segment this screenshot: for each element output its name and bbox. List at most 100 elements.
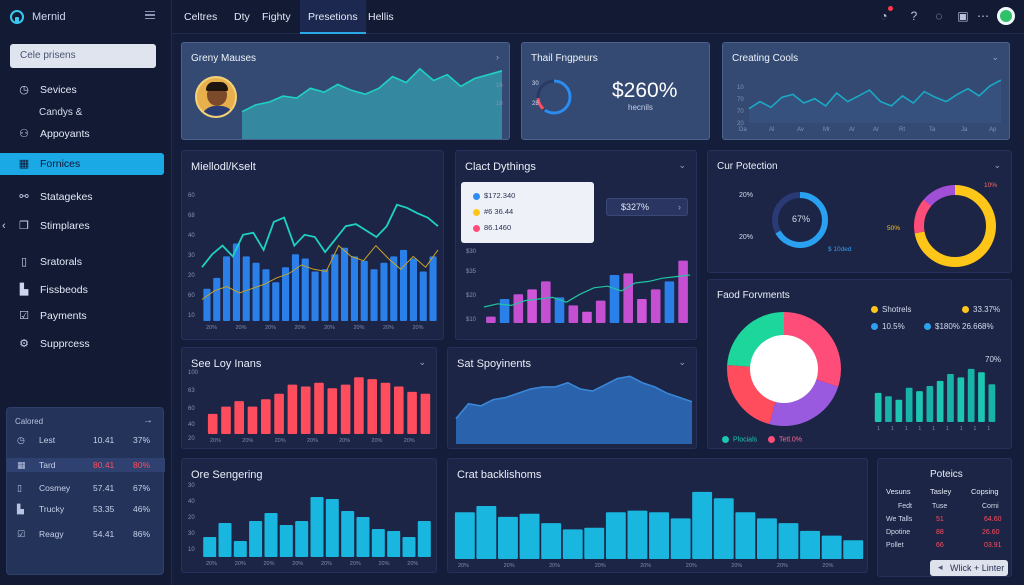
layers-icon: ❐: [19, 220, 29, 232]
panel-title: Sat Spoyinents: [457, 358, 531, 370]
sidebar-item-stimplares[interactable]: ❐ Stimplares: [0, 215, 172, 237]
axis-label: 30: [188, 253, 195, 259]
tick-label: 20%: [383, 325, 394, 331]
bar: [301, 258, 309, 321]
axis-label: 70%: [985, 355, 1002, 364]
sidebar-item-supprcess[interactable]: ⚙ Supprcess: [0, 333, 172, 355]
table-row[interactable]: Dpotine 88 26.60: [878, 529, 1013, 541]
sidebar-item-sevices[interactable]: ◷ Sevices: [0, 79, 172, 101]
sidebar-table-header: Calored: [15, 417, 44, 426]
row-percent: 67%: [133, 483, 151, 493]
bar: [360, 260, 368, 321]
table-row[interactable]: ◷ Lest 10.41 37%: [7, 433, 165, 447]
chevron-down-icon[interactable]: ⌄: [678, 160, 686, 170]
table-row[interactable]: ▦ Tard 80.41 80%: [7, 458, 165, 472]
axis-label: 20: [188, 515, 195, 521]
chevron-left-icon[interactable]: ‹: [2, 220, 6, 232]
area-fill: [242, 68, 502, 139]
user-avatar[interactable]: [997, 7, 1015, 25]
bar-chart-ore: 20% 20% 20% 20% 20% 20% 20% 20%: [203, 497, 431, 567]
panel-title: Poteics: [930, 469, 963, 480]
bar: [367, 379, 377, 434]
sidebar-item-sratorals[interactable]: ▯ Sratorals: [0, 251, 172, 273]
menu-icon[interactable]: [145, 11, 155, 19]
bar: [895, 399, 903, 422]
tick-label: 1: [987, 426, 990, 432]
chevron-down-icon[interactable]: ⌄: [418, 357, 426, 367]
chevron-right-icon[interactable]: ›: [496, 52, 499, 62]
cell: 03.91: [984, 542, 1002, 549]
donut-slice: [772, 192, 828, 248]
tick-label: 20%: [458, 563, 469, 569]
chevron-down-icon[interactable]: ⌄: [991, 52, 999, 62]
table-row[interactable]: ▙ Trucky 53.35 46%: [7, 502, 165, 516]
bar: [291, 254, 299, 321]
axis-label: 63: [188, 388, 195, 394]
value-pill[interactable]: $327% ›: [606, 198, 688, 216]
tab-celtres[interactable]: Celtres: [184, 11, 218, 23]
brand[interactable]: Mernid: [10, 8, 66, 26]
menu-dots-icon[interactable]: ⋯: [977, 9, 989, 23]
chevron-down-icon[interactable]: ⌄: [993, 160, 1001, 170]
sidebar-search[interactable]: Cele prisens: [10, 44, 156, 68]
axis-label: 20: [188, 273, 195, 279]
bar: [380, 262, 388, 321]
brand-logo-icon: [10, 10, 24, 24]
bar: [605, 512, 626, 559]
ring-label: 30: [532, 81, 539, 87]
cell: 26.60: [982, 529, 1000, 536]
area-chart-creating: [748, 79, 1002, 123]
table-row[interactable]: ▯ Cosmey 57.41 67%: [7, 481, 165, 495]
wlick-linter-button[interactable]: ◂ Wlick + Linter: [930, 560, 1008, 576]
tab-hellis[interactable]: Hellis: [368, 11, 394, 23]
bar: [203, 537, 217, 557]
table-row[interactable]: ☑ Reagy 54.41 86%: [7, 527, 165, 541]
tick-label: 1: [960, 426, 963, 432]
series-line: [201, 203, 439, 268]
area-fill: [456, 376, 692, 444]
bar: [541, 523, 562, 559]
tick-label: 1: [932, 426, 935, 432]
help-icon[interactable]: ?: [910, 9, 918, 23]
table-row[interactable]: We Talls 51 64.60: [878, 516, 1013, 528]
axis-label: Ap: [989, 127, 997, 133]
table-row[interactable]: Pollet 66 03.91: [878, 542, 1013, 554]
sidebar-item-label: Appoyants: [40, 128, 90, 140]
axis-label: 60: [188, 406, 195, 412]
chat-icon[interactable]: ◌: [935, 9, 943, 23]
legend-value: 26.668%: [962, 322, 994, 331]
sidebar-item-statagekes[interactable]: ⚯ Statagekes: [0, 186, 172, 208]
arrow-right-icon[interactable]: →: [143, 415, 153, 426]
chevron-down-icon[interactable]: ⌄: [678, 357, 686, 367]
bar: [407, 391, 417, 434]
tick-label: 1: [877, 426, 880, 432]
sidebar-subitem[interactable]: Candys &: [39, 107, 83, 118]
bar: [947, 374, 954, 422]
panel-sat-spoyinents: Sat Spoyinents ⌄: [447, 347, 697, 449]
panel-faod-forvments: Faod Forvments Shotrels 33.37% 10.5% $18…: [707, 279, 1012, 449]
bar: [341, 511, 355, 557]
people-icon: ⚇: [19, 128, 29, 140]
bar-chart-crat: 20% 20% 20% 20% 20% 20% 20% 20% 20%: [454, 491, 864, 569]
legend-row: Shotrels: [871, 305, 911, 314]
tab-fighty[interactable]: Fighty: [262, 11, 291, 23]
sidebar-item-fissbeods[interactable]: ▙ Fissbeods: [0, 279, 172, 301]
donut-legend: $ 10ded: [828, 246, 852, 253]
tab-presetions[interactable]: Presetions: [300, 0, 366, 34]
tick-label: 20%: [371, 438, 382, 444]
bar: [649, 512, 669, 559]
tick-label: 20%: [350, 561, 361, 567]
cell: We Talls: [886, 516, 913, 523]
sidebar-item-label: Supprcess: [40, 338, 90, 350]
sidebar-item-fornices[interactable]: ▦ Fornices: [0, 153, 164, 175]
sidebar-item-payments[interactable]: ☑ Payments: [0, 305, 172, 327]
cell: Tuse: [932, 503, 948, 510]
legend-value: 86.1460: [484, 223, 512, 232]
bell-icon[interactable]: ◔: [880, 9, 888, 23]
calendar-icon[interactable]: ▣: [957, 9, 969, 23]
sidebar-item-appoyants[interactable]: ⚇ Appoyants: [0, 123, 172, 145]
bar: [419, 271, 427, 321]
table-row[interactable]: Fedt Tuse Corni: [878, 503, 1013, 515]
donut-slice: [914, 185, 996, 267]
tab-dty[interactable]: Dty: [234, 11, 250, 23]
